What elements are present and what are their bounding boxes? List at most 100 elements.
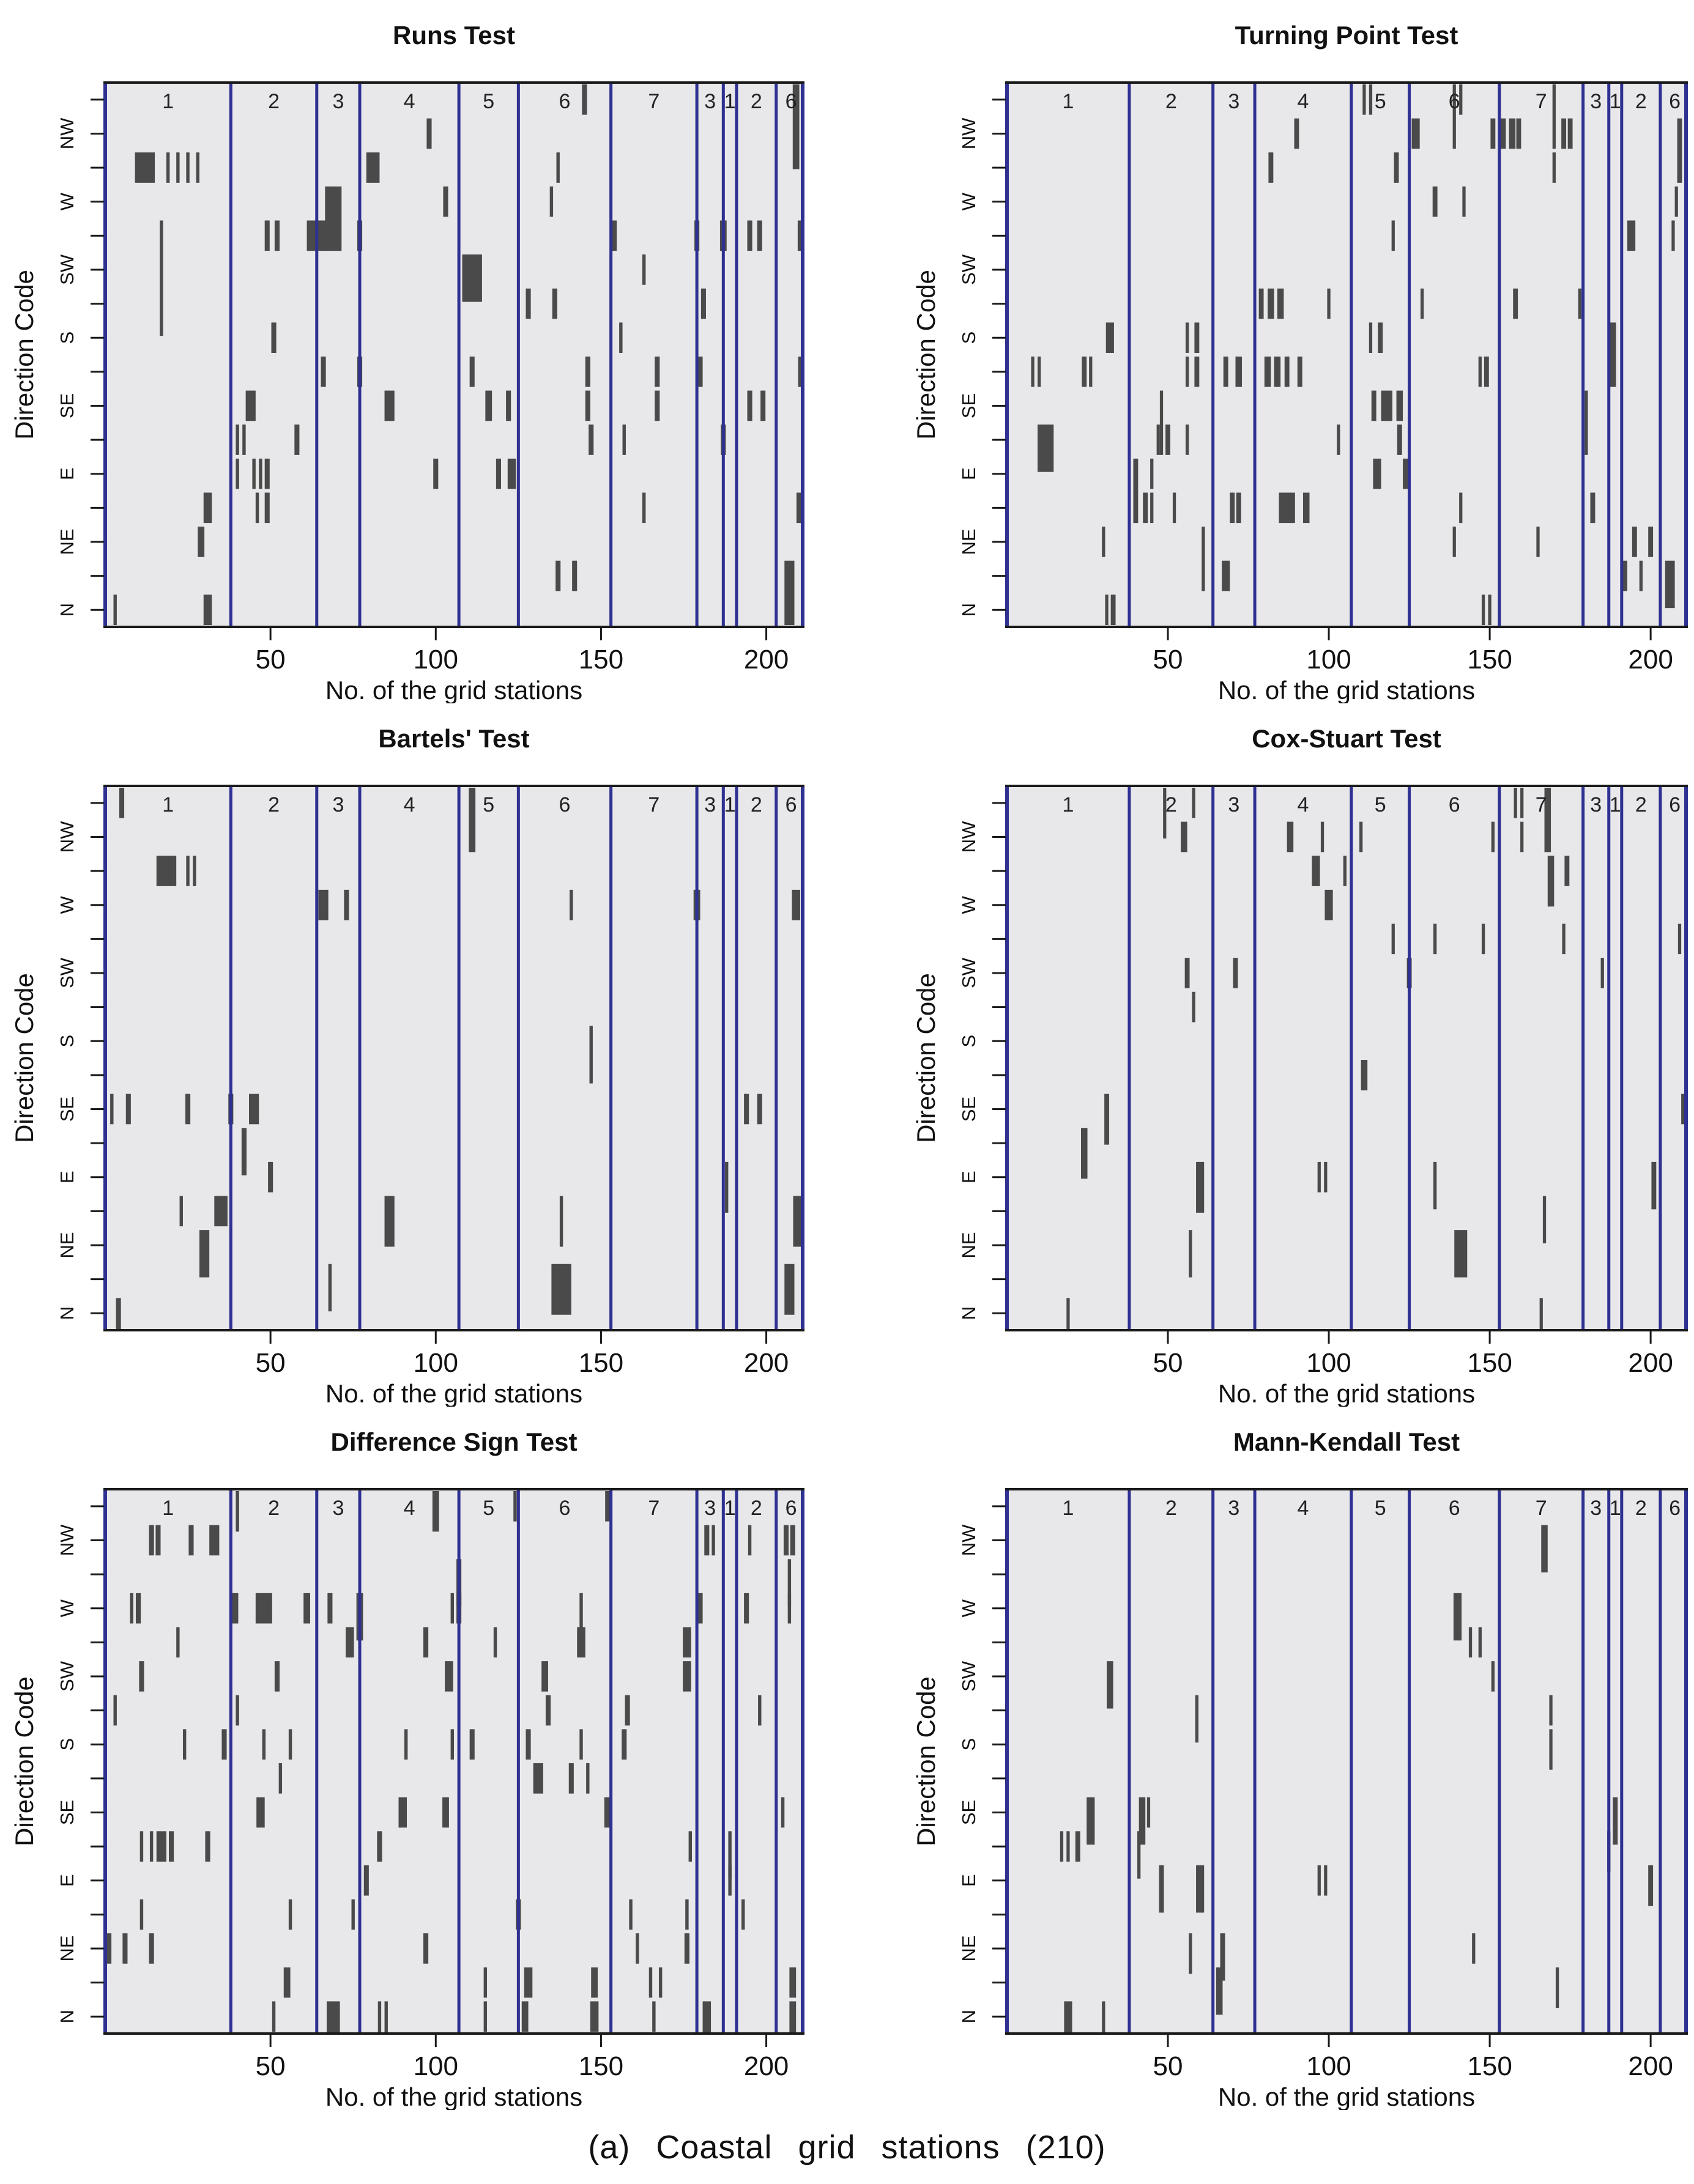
region-label: 5 (1375, 793, 1386, 816)
region-label: 1 (162, 90, 174, 113)
region-label: 2 (1635, 90, 1647, 113)
data-mark (1600, 958, 1604, 988)
data-mark (1343, 856, 1347, 886)
data-mark (1082, 357, 1087, 387)
data-mark (236, 424, 239, 455)
data-mark (622, 424, 626, 455)
data-mark (185, 1094, 191, 1125)
region-label: 3 (332, 793, 344, 816)
data-mark (485, 390, 492, 421)
region-label: 4 (404, 793, 415, 816)
data-mark (445, 1661, 453, 1692)
data-mark (568, 1763, 574, 1794)
data-mark (1258, 288, 1264, 319)
data-mark (1468, 1627, 1473, 1658)
data-mark (423, 1933, 429, 1964)
data-mark (496, 458, 501, 489)
data-mark (1564, 856, 1570, 886)
region-label: 7 (648, 793, 659, 816)
data-mark (586, 1763, 590, 1794)
data-mark (318, 889, 329, 920)
data-mark (611, 220, 617, 251)
data-mark (1539, 1298, 1543, 1329)
region-label: 1 (724, 793, 736, 816)
data-mark (1481, 594, 1485, 625)
data-mark (507, 458, 516, 489)
data-mark (728, 1865, 732, 1896)
y-tick-label: NE (958, 1935, 979, 1961)
data-mark (1192, 788, 1195, 818)
data-mark (1561, 118, 1567, 149)
data-mark (790, 1525, 795, 1556)
data-mark (521, 2001, 529, 2032)
data-mark (1488, 594, 1492, 625)
y-tick-label: E (958, 467, 979, 480)
data-mark (784, 560, 795, 625)
data-mark (702, 2001, 711, 2032)
region-label: 4 (404, 1497, 415, 1520)
region-label: 5 (1375, 90, 1386, 113)
data-mark (1549, 1729, 1553, 1770)
data-mark (1453, 1593, 1462, 1641)
data-mark (589, 424, 594, 455)
data-mark (1549, 1695, 1553, 1726)
y-axis-label: Direction Code (912, 973, 940, 1143)
data-mark (274, 220, 280, 251)
data-mark (325, 186, 342, 251)
data-mark (1433, 1161, 1437, 1210)
x-tick-label: 150 (1467, 1348, 1512, 1378)
data-mark (1481, 924, 1485, 955)
y-tick-label: NW (56, 821, 78, 853)
data-mark (1236, 492, 1241, 524)
data-mark (119, 788, 125, 818)
data-mark (787, 1559, 792, 1607)
data-mark (221, 1729, 227, 1760)
data-mark (579, 1729, 583, 1760)
data-mark (1478, 357, 1482, 387)
data-mark (1452, 527, 1456, 557)
y-tick-label: NW (958, 117, 979, 149)
y-axis-label: Direction Code (912, 1676, 940, 1846)
data-mark (1233, 958, 1238, 988)
region-label: 7 (648, 1497, 659, 1520)
data-mark (351, 1899, 355, 1930)
data-mark (1491, 1661, 1495, 1692)
y-axis-label: Direction Code (10, 270, 39, 440)
region-label: 3 (1228, 1497, 1239, 1520)
x-tick-label: 100 (1306, 2051, 1351, 2081)
data-mark (303, 1593, 310, 1624)
data-mark (798, 357, 801, 387)
data-mark (1317, 1161, 1321, 1193)
data-mark (377, 2001, 382, 2032)
data-mark (582, 84, 587, 115)
data-mark (1080, 1128, 1088, 1179)
data-mark (797, 220, 801, 251)
data-mark (236, 1491, 239, 1532)
data-mark (1146, 1797, 1151, 1828)
data-mark (1317, 1865, 1321, 1896)
y-tick-label: N (958, 603, 979, 616)
region-label: 3 (704, 90, 716, 113)
data-mark (1163, 788, 1167, 838)
y-tick-label: W (56, 1599, 78, 1617)
data-mark (1133, 458, 1139, 524)
data-mark (1064, 2001, 1072, 2032)
data-mark (1230, 492, 1235, 524)
data-mark (271, 322, 277, 353)
region-label: 2 (1635, 1497, 1647, 1520)
data-mark (1648, 527, 1654, 557)
y-tick-label: SW (56, 254, 78, 285)
data-mark (1324, 1161, 1328, 1193)
data-mark (398, 1797, 407, 1828)
data-mark (781, 1797, 785, 1828)
y-tick-label: NE (56, 528, 78, 555)
data-mark (1369, 84, 1373, 115)
data-mark (760, 390, 766, 421)
y-tick-label: NW (56, 1524, 78, 1556)
data-mark (149, 1525, 154, 1556)
data-mark (688, 1831, 693, 1862)
region-label: 7 (1536, 90, 1547, 113)
x-tick-label: 50 (256, 645, 286, 675)
data-mark (1060, 1831, 1064, 1862)
